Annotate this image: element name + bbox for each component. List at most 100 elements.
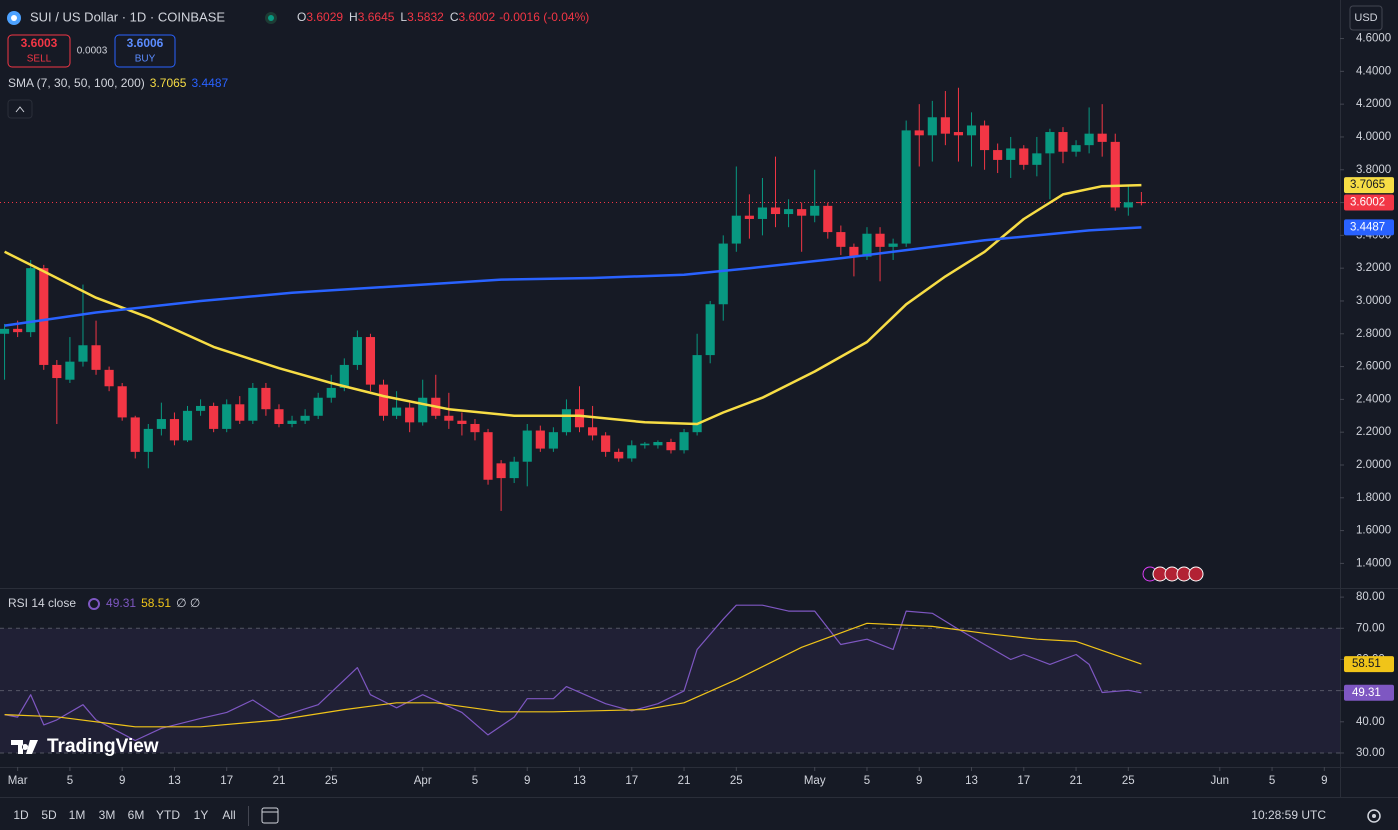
- candle-body: [222, 404, 232, 429]
- collapse-button[interactable]: [7, 99, 33, 119]
- candle-body: [392, 407, 402, 416]
- candle-body: [235, 404, 245, 421]
- x-tick-label: 5: [1269, 775, 1275, 787]
- candle-body: [574, 409, 585, 428]
- candle-body: [666, 442, 676, 451]
- candle-body: [731, 215, 741, 244]
- currency-button[interactable]: [1349, 5, 1383, 31]
- candle-body: [784, 209, 794, 215]
- candle-body: [13, 328, 23, 333]
- candle-body: [274, 409, 284, 424]
- candle-body: [39, 268, 49, 365]
- rsi-tag-label: 49.31: [1352, 687, 1381, 699]
- candle-body: [862, 233, 872, 257]
- buy-price[interactable]: 3.6006: [127, 36, 164, 50]
- candle-body: [1019, 148, 1029, 165]
- timeframe-button[interactable]: 3M: [99, 808, 116, 822]
- candle-body: [993, 150, 1003, 160]
- candle-body: [718, 243, 728, 305]
- x-tick-label: 17: [1017, 775, 1030, 787]
- market-status-dot: [268, 15, 274, 21]
- legend-item: 3.4487: [191, 76, 228, 90]
- candle-body: [78, 345, 88, 362]
- candle-body: [1071, 145, 1081, 152]
- ohlc-legend: O3.6029 H3.6645 L3.5832 C3.6002 -0.0016 (-0.…: [297, 10, 589, 24]
- x-tick-label: 9: [524, 775, 530, 787]
- y-tick-label: 3.8000: [1356, 164, 1391, 176]
- candle-body: [287, 420, 297, 424]
- candle-body: [130, 417, 140, 452]
- rsi-legend: RSI 14 close 49.31 58.51 ∅ ∅: [8, 596, 200, 610]
- candle-body: [339, 364, 349, 388]
- candle-body: [940, 117, 950, 134]
- legend-item: 3.7065: [150, 76, 187, 90]
- x-tick-label: 17: [625, 775, 638, 787]
- candle-body: [1058, 132, 1068, 152]
- y-tick-label: 2.2000: [1356, 426, 1391, 438]
- legend-item: 58.51: [141, 596, 171, 610]
- x-tick-label: 9: [1321, 775, 1327, 787]
- candle-body: [365, 337, 376, 385]
- timeframe-button[interactable]: All: [222, 808, 235, 822]
- candle-body: [601, 435, 611, 452]
- candle-body: [692, 355, 702, 433]
- y-tick-label: 3.0000: [1356, 295, 1391, 307]
- candle-body: [535, 430, 545, 449]
- event-icon[interactable]: [1188, 566, 1204, 582]
- candle-body: [26, 268, 36, 333]
- sell-price[interactable]: 3.6003: [21, 36, 58, 50]
- timeframe-button[interactable]: 6M: [128, 808, 145, 822]
- timeframe-button[interactable]: 1D: [13, 808, 29, 822]
- price-tag: [1344, 219, 1394, 236]
- spread: 0.0003: [77, 46, 108, 57]
- timeframe-button[interactable]: YTD: [156, 808, 180, 822]
- y-tick-label: 2.0000: [1356, 459, 1391, 471]
- x-tick-label: 17: [220, 775, 233, 787]
- timeframe-button[interactable]: 1M: [69, 808, 86, 822]
- candle-body: [980, 125, 990, 151]
- candle-body: [470, 423, 480, 433]
- sma-line: [4, 226, 1142, 327]
- candle-body: [757, 207, 768, 219]
- legend-item: 3.6645: [358, 10, 395, 24]
- buy-button[interactable]: [114, 34, 176, 68]
- clock: 10:28:59 UTC: [1251, 808, 1326, 822]
- candle-body: [1006, 148, 1016, 160]
- date-range-button[interactable]: [261, 807, 279, 824]
- x-tick-label: 21: [678, 775, 691, 787]
- buy-label[interactable]: BUY: [135, 54, 156, 65]
- currency[interactable]: USD: [1354, 12, 1377, 24]
- price-tag-label: 3.4487: [1350, 221, 1385, 233]
- settings-button[interactable]: [1367, 809, 1381, 823]
- rsi-line: [4, 604, 1142, 742]
- candle-body: [836, 232, 846, 247]
- candle-body: [313, 397, 323, 416]
- candle-body: [770, 207, 781, 215]
- x-tick-label: May: [804, 775, 826, 787]
- overlay-layer: SUI / US Dollar · 1D · COINBASE O3.6029 H…: [7, 5, 1383, 826]
- x-tick-label: 9: [916, 775, 922, 787]
- legend-item: O: [297, 10, 306, 24]
- candle-body: [875, 233, 885, 247]
- candle-body: [914, 130, 924, 136]
- candle-body: [1136, 202, 1146, 204]
- candle-body: [444, 415, 454, 421]
- y-tick-label: 4.0000: [1356, 131, 1391, 143]
- x-tick-label: 5: [472, 775, 478, 787]
- y-tick-label: 4.2000: [1356, 98, 1391, 110]
- events[interactable]: [1142, 566, 1204, 582]
- y-tick-label: 2.4000: [1356, 393, 1391, 405]
- y-tick-label: 1.6000: [1356, 525, 1391, 537]
- candle-body: [117, 386, 127, 418]
- timeframe-toolbar: 1D 5D 1M 3M 6M YTD 1Y All: [13, 808, 235, 822]
- candle-body: [888, 243, 898, 247]
- timeframe-button[interactable]: 1Y: [194, 808, 209, 822]
- rsi-icon[interactable]: [88, 598, 100, 610]
- candle-body: [1110, 141, 1120, 208]
- candle-body: [483, 432, 493, 480]
- candle-body: [679, 432, 689, 451]
- sell-button[interactable]: [7, 34, 71, 68]
- timeframe-button[interactable]: 5D: [41, 808, 57, 822]
- sell-label[interactable]: SELL: [27, 54, 52, 65]
